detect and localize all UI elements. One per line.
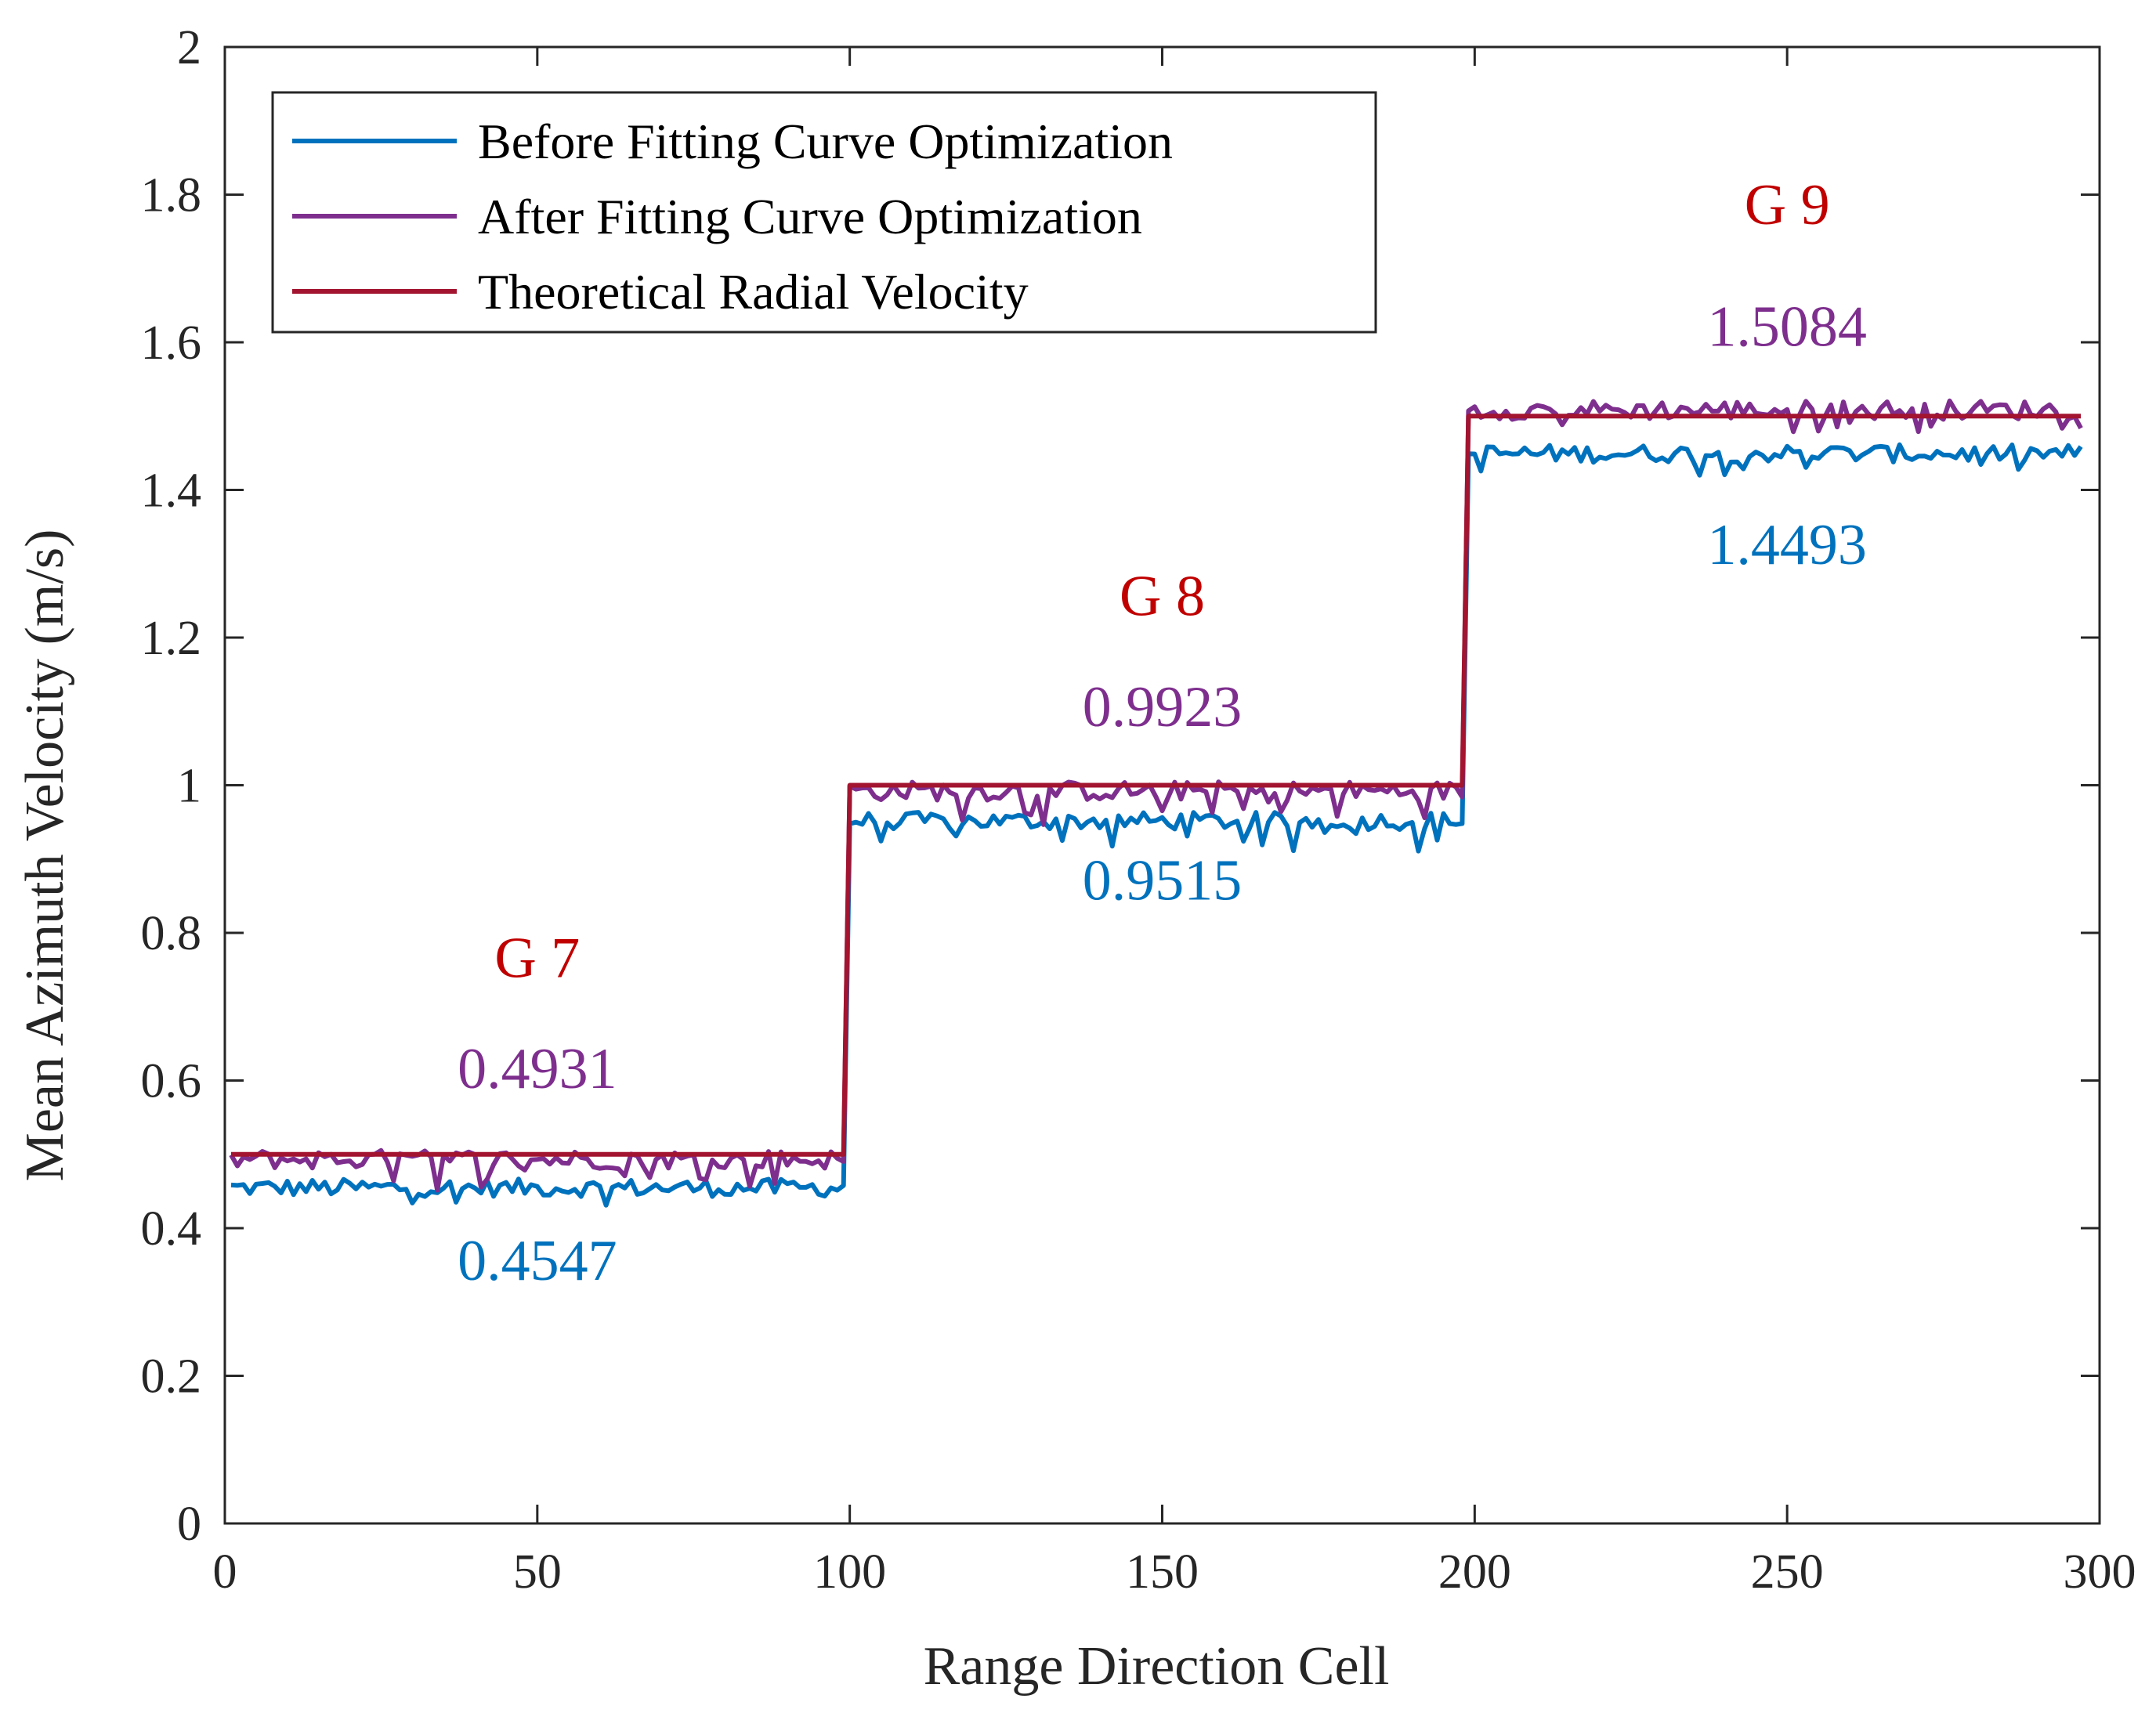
x-tick-label: 250 [1751,1545,1824,1599]
y-tick-label: 0.2 [141,1350,202,1404]
annotation-before: 0.9515 [1083,849,1243,913]
y-tick-label: 0 [177,1498,201,1551]
x-tick-label: 300 [2064,1545,2136,1599]
y-axis-title: Mean Azimuth Velocity (m/s) [15,529,75,1182]
annotation-after: 0.9923 [1083,675,1243,739]
legend [271,91,1377,334]
x-axis-title: Range Direction Cell [924,1636,1390,1697]
annotation-group: G 9 [1745,173,1830,237]
x-tick-label: 150 [1126,1545,1199,1599]
series-line-1 [230,442,2083,1208]
y-tick-label: 0.8 [141,907,202,960]
y-tick-label: 0.4 [141,1202,202,1256]
annotation-group: G 7 [494,927,580,991]
annotation-group: G 8 [1120,565,1205,629]
y-tick-label: 2 [177,21,201,74]
x-tick-label: 100 [813,1545,886,1599]
legend-label: Theoretical Radial Velocity [478,264,1029,320]
x-tick-label: 0 [213,1545,237,1599]
legend-label: Before Fitting Curve Optimization [478,114,1173,169]
y-tick-label: 1.2 [141,612,202,665]
series-line-2 [229,398,2083,1193]
y-tick-label: 1.4 [141,464,202,518]
x-tick-label: 200 [1438,1545,1511,1599]
annotation-before: 0.4547 [458,1229,617,1293]
legend-label: After Fitting Curve Optimization [478,189,1142,244]
y-tick-label: 0.6 [141,1055,202,1108]
y-tick-label: 1.6 [141,316,202,370]
y-tick-label: 1 [177,760,201,813]
annotation-after: 0.4931 [458,1037,617,1101]
y-tick-label: 1.8 [141,169,202,222]
annotation-after: 1.5084 [1707,295,1867,360]
annotation-before: 1.4493 [1707,513,1867,577]
x-tick-label: 50 [513,1545,562,1599]
series-line-3 [231,414,2082,1157]
